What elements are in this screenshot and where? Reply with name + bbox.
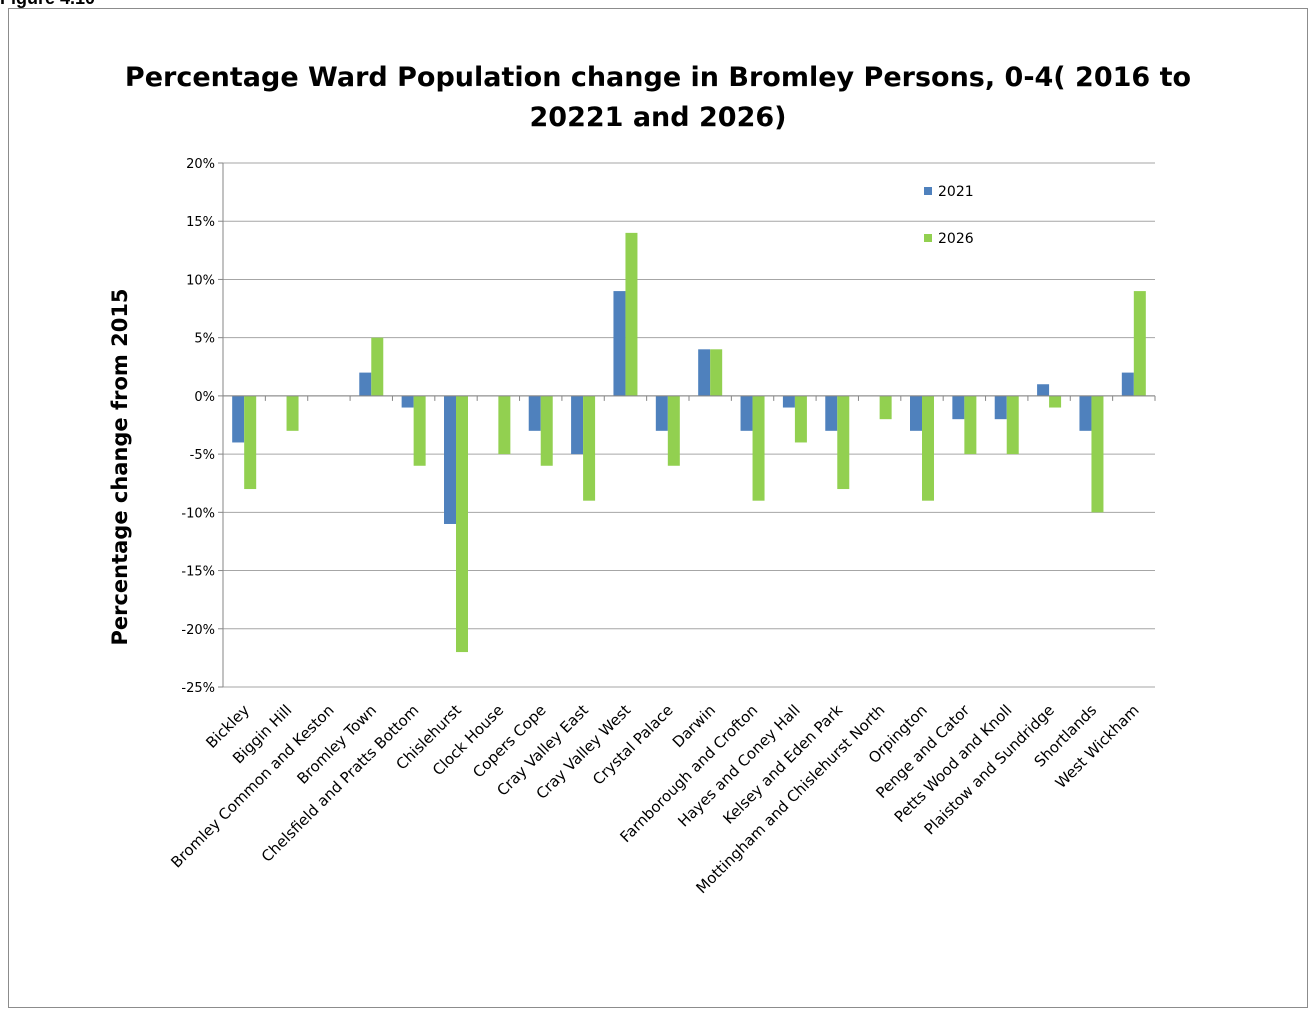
bar-2026-20 xyxy=(1091,395,1104,513)
y-tick-labels: 20% 15% 10% 5% 0% -5% -10% -15% -20% -25% xyxy=(181,157,215,696)
category-label: Bromley Common and Keston xyxy=(167,701,337,871)
bar-2026-19 xyxy=(1049,395,1062,408)
legend-swatch-2026 xyxy=(924,234,932,242)
bar-2021-9 xyxy=(613,291,626,396)
y-tick-label: -20% xyxy=(181,623,215,638)
y-tick-label: -5% xyxy=(190,448,215,463)
y-tick-label: 15% xyxy=(186,215,215,230)
bar-2026-5 xyxy=(456,395,468,653)
bar-2021-12 xyxy=(740,395,753,431)
legend-label-2026: 2026 xyxy=(938,231,974,247)
y-tick-label: -10% xyxy=(181,506,215,521)
bar-2026-1 xyxy=(286,395,299,431)
y-axis-label: Percentage change from 2015 xyxy=(108,288,132,645)
bar-2026-8 xyxy=(583,395,596,501)
bar-2026-10 xyxy=(667,395,680,466)
axes xyxy=(222,163,1156,687)
bar-2026-7 xyxy=(540,395,553,466)
bar-2021-17 xyxy=(952,395,965,420)
chart-title-line-2: 20221 and 2026) xyxy=(530,102,787,133)
bar-2026-6 xyxy=(498,395,511,455)
bar-2026-11 xyxy=(710,349,723,396)
bar-2021-0 xyxy=(232,395,245,443)
bar-2021-16 xyxy=(910,395,922,431)
bars-group xyxy=(232,232,1146,653)
figure-caption: Figure 4.10 xyxy=(0,0,95,9)
y-tick-label: 20% xyxy=(186,157,215,172)
y-tick-label: 10% xyxy=(186,273,215,288)
bar-chart: Percentage Ward Population change in Bro… xyxy=(108,62,1191,898)
bar-2026-18 xyxy=(1006,395,1019,455)
y-tick-label: 5% xyxy=(194,332,215,347)
bar-2021-11 xyxy=(698,349,711,396)
bar-2026-14 xyxy=(837,395,850,490)
bar-2021-8 xyxy=(571,395,584,455)
legend-label-2021: 2021 xyxy=(938,184,974,200)
bar-2026-17 xyxy=(964,395,977,455)
bar-2021-4 xyxy=(401,395,414,408)
bar-2021-10 xyxy=(655,395,668,431)
bar-2021-7 xyxy=(528,395,541,431)
bar-2021-21 xyxy=(1121,372,1134,396)
bar-2026-0 xyxy=(244,395,257,490)
bar-2021-18 xyxy=(994,395,1007,420)
legend: 2021 2026 xyxy=(924,184,974,247)
bar-2021-13 xyxy=(782,395,795,408)
bar-2026-16 xyxy=(922,395,934,501)
bar-2026-9 xyxy=(625,232,638,396)
bar-2026-15 xyxy=(879,395,892,420)
y-tick-label: -25% xyxy=(181,681,215,696)
bar-2026-13 xyxy=(794,395,807,443)
bar-2021-20 xyxy=(1079,395,1092,431)
chart-title-line-1: Percentage Ward Population change in Bro… xyxy=(125,62,1191,93)
bar-2021-5 xyxy=(444,395,456,524)
y-tick-label: 0% xyxy=(194,390,215,405)
bar-2026-21 xyxy=(1133,291,1146,396)
bar-2021-14 xyxy=(825,395,838,431)
bar-2021-19 xyxy=(1037,384,1050,396)
bar-2026-3 xyxy=(371,337,384,396)
legend-swatch-2021 xyxy=(924,187,932,195)
chart-frame: Percentage Ward Population change in Bro… xyxy=(8,8,1308,1008)
bar-2026-12 xyxy=(752,395,765,501)
bar-2026-4 xyxy=(413,395,426,466)
bar-2021-3 xyxy=(359,372,372,396)
y-tick-label: -15% xyxy=(181,565,215,580)
